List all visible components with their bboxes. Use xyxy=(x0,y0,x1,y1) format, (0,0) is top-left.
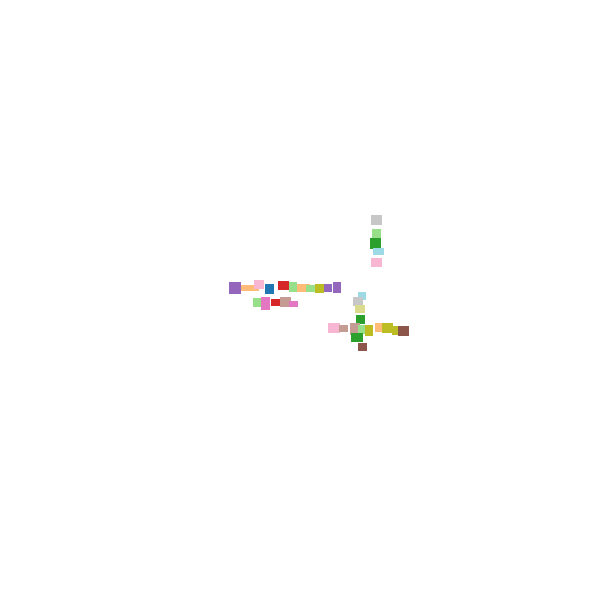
color-square xyxy=(333,282,341,293)
color-square xyxy=(339,325,348,332)
color-square xyxy=(280,297,291,307)
color-square xyxy=(315,284,324,293)
color-square xyxy=(289,301,298,307)
color-square xyxy=(370,238,381,249)
color-square xyxy=(328,323,340,333)
color-square xyxy=(254,280,264,289)
color-square xyxy=(358,292,366,300)
color-square xyxy=(358,343,367,351)
color-square xyxy=(261,297,270,310)
color-square xyxy=(350,323,360,335)
color-square xyxy=(297,284,310,292)
color-square xyxy=(371,258,382,267)
color-square xyxy=(372,229,381,238)
color-square xyxy=(265,284,274,294)
color-square xyxy=(398,326,409,336)
color-square xyxy=(392,326,400,335)
color-square xyxy=(324,284,332,292)
color-square xyxy=(355,305,365,313)
color-square xyxy=(358,325,367,334)
color-square xyxy=(351,333,363,342)
color-square xyxy=(271,299,281,306)
color-square xyxy=(353,297,363,306)
color-square xyxy=(278,281,289,290)
color-square xyxy=(373,248,384,255)
color-square xyxy=(229,282,241,294)
color-square xyxy=(356,315,365,324)
color-square xyxy=(289,282,297,292)
color-square xyxy=(371,215,382,225)
color-square xyxy=(241,285,259,291)
color-square xyxy=(365,325,373,336)
color-square xyxy=(382,323,393,333)
color-square xyxy=(306,285,315,292)
color-square xyxy=(375,323,384,332)
color-square xyxy=(253,298,262,307)
